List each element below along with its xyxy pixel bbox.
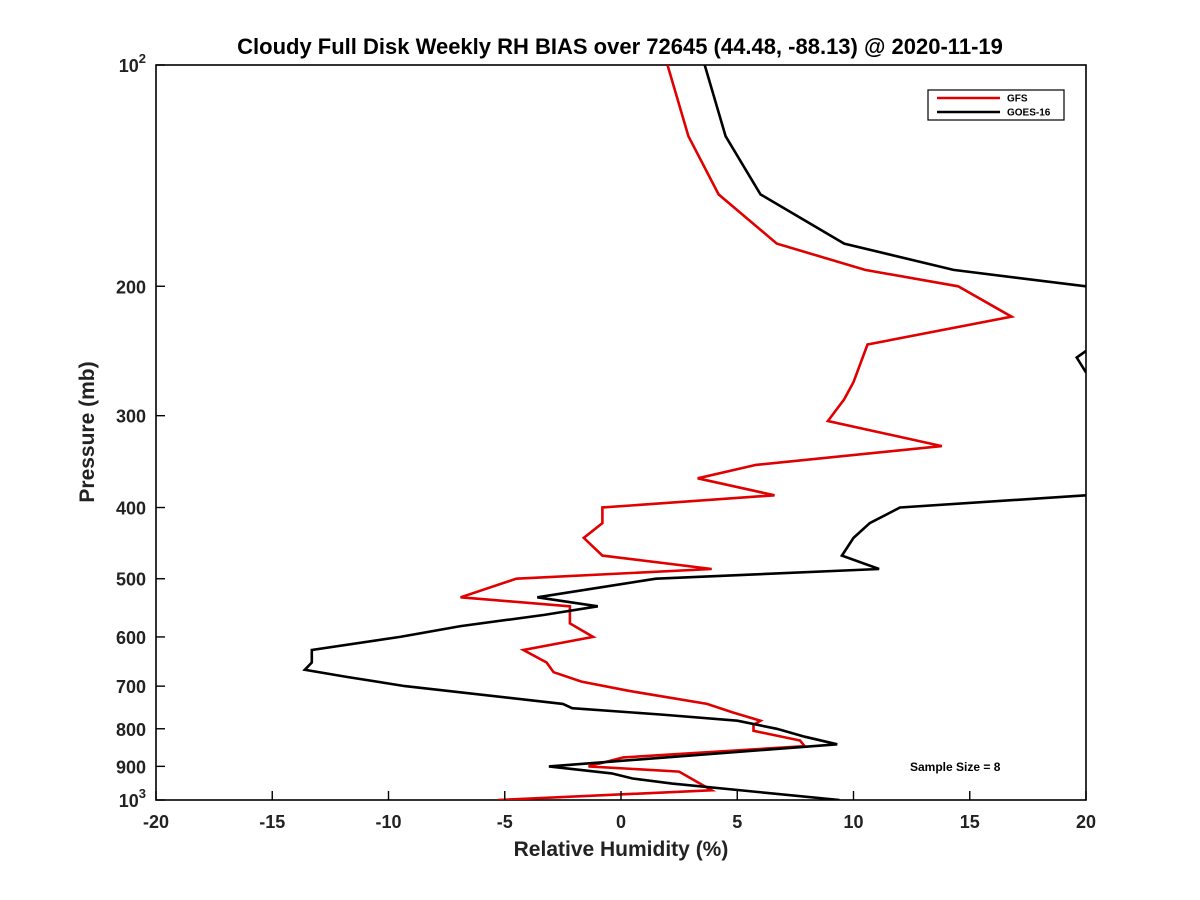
y-tick-label: 300: [116, 407, 146, 427]
x-tick-label: 10: [843, 812, 863, 832]
y-tick-label: 400: [116, 499, 146, 519]
legend-label: GFS: [1007, 94, 1028, 105]
x-tick-label: -10: [375, 812, 401, 832]
y-axis-label: Pressure (mb): [76, 361, 99, 502]
y-tick-label: 102: [119, 51, 146, 76]
legend-box: [927, 89, 1065, 121]
legend: GFS GOES-16: [927, 89, 1065, 121]
y-tick-label: 700: [116, 677, 146, 697]
series-line-goes-16-2: [1074, 349, 1086, 374]
series-line-goes-16-1: [703, 65, 1086, 288]
legend-label: GOES-16: [1007, 108, 1051, 119]
x-tick-label: 15: [960, 812, 980, 832]
x-tick-label: 5: [732, 812, 742, 832]
series-line-gfs: [460, 65, 1016, 800]
chart-title: Cloudy Full Disk Weekly RH BIAS over 726…: [237, 34, 1003, 59]
y-tick-label: 500: [116, 570, 146, 590]
y-tick-label: 200: [116, 277, 146, 297]
y-tick-label: 103: [119, 786, 146, 811]
x-tick-label: -15: [259, 812, 285, 832]
sample-size-annotation: Sample Size = 8: [910, 760, 1001, 774]
y-tick-label: 600: [116, 628, 146, 648]
x-tick-label: 0: [616, 812, 626, 832]
x-axis-label: Relative Humidity (%): [514, 838, 729, 861]
y-axis-ticks: 102 200 300 400 500 600 700 800 900 103: [116, 51, 165, 811]
x-tick-label: -5: [497, 812, 513, 832]
y-tick-label: 900: [116, 757, 146, 777]
y-tick-label: 800: [116, 720, 146, 740]
x-axis-ticks: -20 -15 -10 -5 0 5 10 15 20: [143, 791, 1096, 832]
series-line-goes-16-3: [302, 494, 1086, 800]
series-layer: [302, 65, 1086, 800]
x-tick-label: -20: [143, 812, 169, 832]
x-tick-label: 20: [1076, 812, 1096, 832]
